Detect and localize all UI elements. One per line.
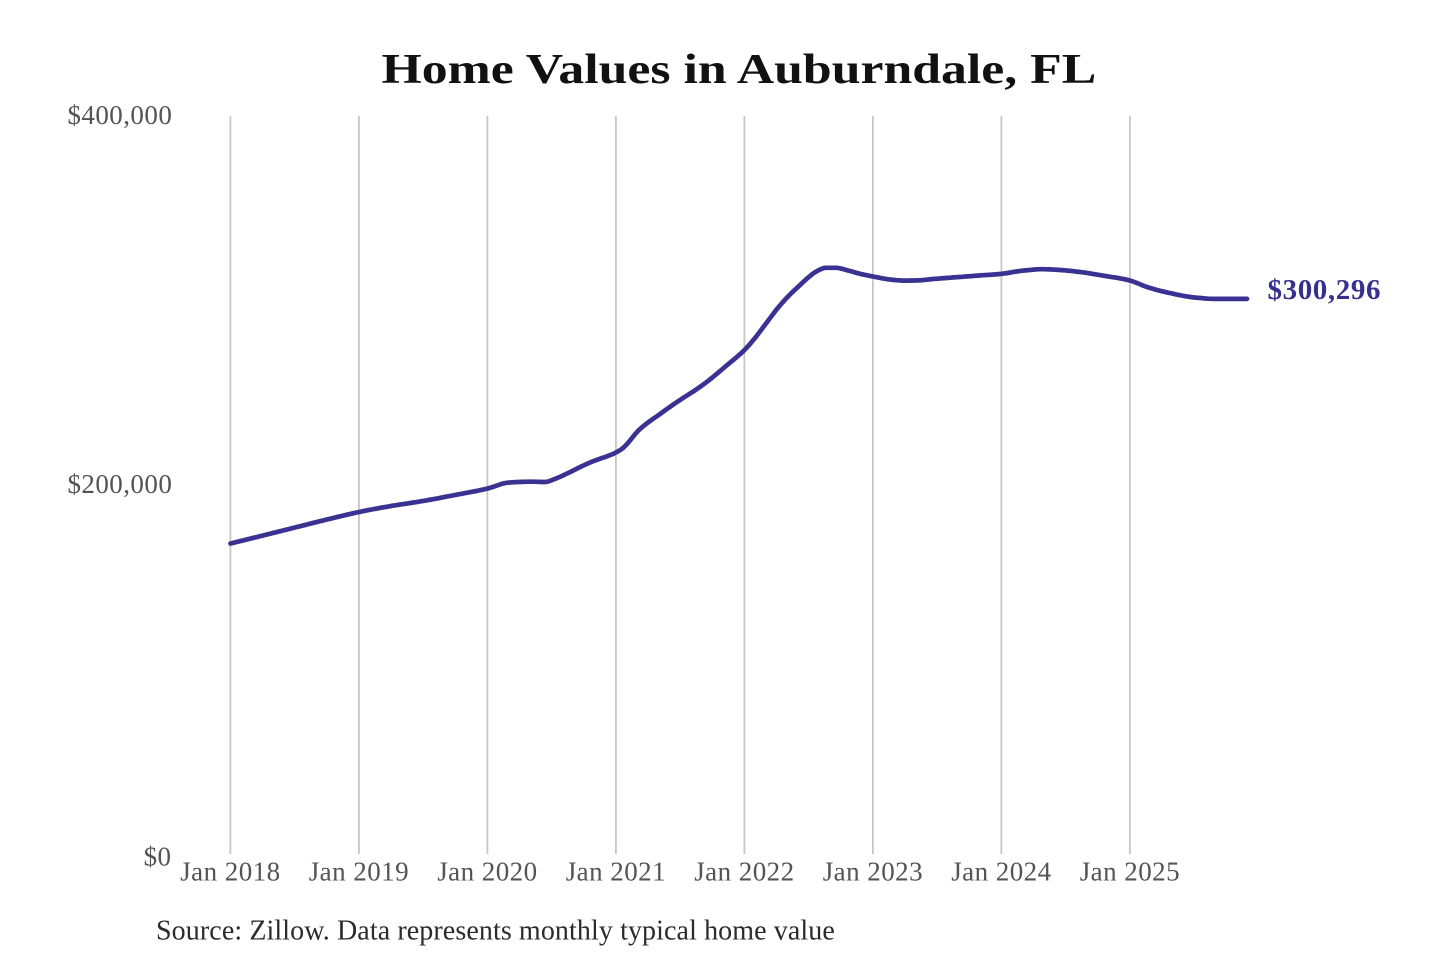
svg-text:Jan 2022: Jan 2022 [694,857,794,887]
svg-text:Jan 2019: Jan 2019 [309,857,409,887]
svg-text:Jan 2018: Jan 2018 [180,857,280,887]
svg-text:Jan 2021: Jan 2021 [566,857,666,887]
svg-text:Jan 2024: Jan 2024 [951,857,1051,887]
svg-text:Jan 2025: Jan 2025 [1080,857,1180,887]
svg-text:Source: Zillow. Data represent: Source: Zillow. Data represents monthly … [156,916,835,947]
svg-text:Home Values in Auburndale, FL: Home Values in Auburndale, FL [382,46,1097,92]
svg-text:Jan 2023: Jan 2023 [823,857,923,887]
svg-text:$200,000: $200,000 [67,469,172,499]
svg-text:$0: $0 [144,841,172,871]
svg-text:$400,000: $400,000 [67,100,172,130]
svg-text:Jan 2020: Jan 2020 [437,857,537,887]
svg-text:$300,296: $300,296 [1268,274,1382,306]
